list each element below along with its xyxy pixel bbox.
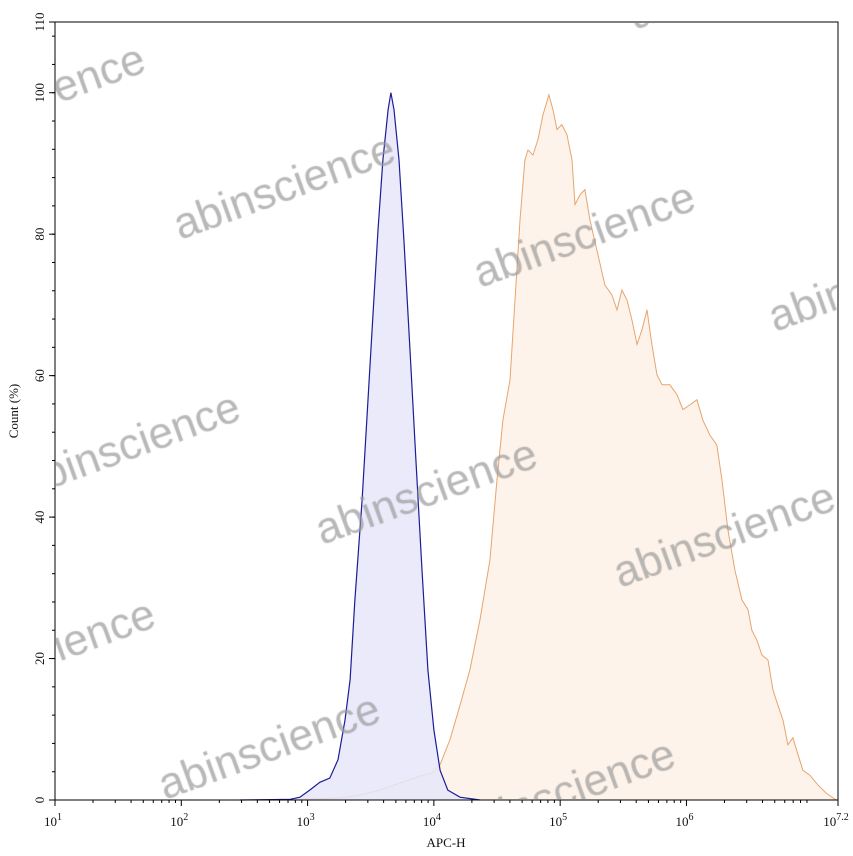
x-tick-label: 103 [297,812,315,829]
x-tick-base: 10 [44,814,57,829]
y-axis-title: Count (%) [6,384,21,439]
series-0-area [239,92,480,800]
y-tick-label: 110 [32,12,47,31]
x-tick-base: 10 [297,814,310,829]
series-layer [239,92,837,801]
x-tick-exponent: 2 [183,812,188,823]
y-tick-label: 60 [32,369,47,382]
y-tick-label: 40 [32,511,47,524]
y-tick-label: 20 [32,652,47,665]
x-tick-label: 106 [675,812,693,829]
x-tick-exponent: 6 [688,812,693,823]
x-tick-exponent: 5 [562,812,567,823]
x-tick-exponent: 4 [436,812,441,823]
x-tick-base: 10 [170,814,183,829]
y-tick-label: 80 [32,228,47,241]
x-tick-label: 105 [549,812,567,829]
y-tick-label: 100 [32,83,47,103]
x-tick-base: 10 [823,814,836,829]
x-tick-label: 104 [423,812,441,829]
x-tick-label: 102 [170,812,188,829]
x-tick-base: 10 [423,814,436,829]
y-tick-label: 0 [32,797,47,804]
plot-frame [54,21,839,801]
x-tick-exponent: 7.2 [836,812,849,823]
x-axis-title: APC-H [426,835,465,850]
x-tick-label: 101 [44,812,62,829]
x-tick-base: 10 [675,814,688,829]
x-tick-base: 10 [549,814,562,829]
x-tick-exponent: 3 [310,812,315,823]
x-tick-label: 107.2 [823,812,849,829]
series-1-area [239,94,837,801]
x-tick-exponent: 1 [57,812,62,823]
